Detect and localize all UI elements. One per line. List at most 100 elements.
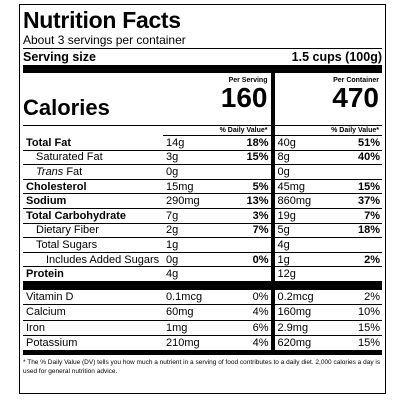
serving-size-label: Serving size [23, 50, 96, 64]
column-divider [270, 223, 275, 239]
nutrient-name: Includes Added Sugars [23, 253, 163, 268]
amount: 4g [166, 268, 179, 281]
nutrient-cell: 160mg 10% [274, 305, 382, 321]
daily-value: 18% [357, 224, 380, 237]
nutrient-name: Cholesterol [23, 180, 163, 195]
daily-value: 3% [252, 209, 269, 222]
dv-header: % Daily Value* [274, 125, 382, 136]
daily-value: 18% [246, 136, 269, 149]
nutrient-name-text: Protein [26, 268, 64, 281]
nutrient-name: Saturated Fat [23, 151, 163, 166]
servings: About 3 servings per container [23, 33, 382, 49]
column-divider [270, 194, 275, 209]
calories-column: Per Container 470 [275, 73, 383, 125]
nutrient-row: Vitamin D 0.1mcg 0% 0.2mcg 2% [23, 289, 382, 306]
daily-value: 0% [252, 253, 269, 266]
amount: 620mg [277, 336, 312, 349]
column-divider [270, 305, 275, 321]
daily-value: 15% [357, 180, 380, 193]
amount: 290mg [166, 195, 200, 208]
nutrient-name: Dietary Fiber [23, 224, 163, 239]
nutrient-row: Cholesterol 15mg 5% 45mg 15% [23, 179, 382, 195]
amount: 60mg [166, 306, 194, 319]
nutrient-cell: 4g [274, 238, 382, 253]
nutrient-row: Protein 4g 12g [23, 267, 382, 282]
amount: 12g [277, 268, 296, 281]
serving-size-value: 1.5 cups (100g) [291, 50, 382, 64]
amount: 2g [166, 224, 179, 237]
nutrient-cell: 0.2mcg 2% [274, 290, 382, 306]
daily-value: 0% [252, 291, 269, 304]
nutrient-row: Total Carbohydrate 7g 3% 19g 7% [23, 208, 382, 224]
nutrient-name: Calcium [23, 305, 163, 321]
nutrient-name: Sodium [23, 194, 163, 209]
nutrient-row: Sodium 290mg 13% 860mg 37% [23, 194, 382, 209]
footnote: * The % Daily Value (DV) tells you how m… [23, 359, 381, 376]
nutrient-cell: 1mg 6% [163, 321, 271, 336]
amount: 0g [166, 253, 179, 266]
nutrient-row: Potassium 210mg 4% 620mg 15% [23, 335, 382, 352]
nutrient-row: Dietary Fiber 2g 7% 5g 18% [23, 223, 382, 239]
nutrient-row: Total Sugars 1g 4g [23, 238, 382, 253]
dv-header: % Daily Value* [163, 125, 271, 136]
nutrient-name: Vitamin D [23, 290, 163, 306]
amount: 14g [166, 136, 185, 149]
column-divider [270, 150, 275, 166]
nutrient-name: Total Carbohydrate [23, 209, 163, 224]
calories-label: Calories [23, 95, 110, 120]
nutrient-cell: 0g [163, 165, 271, 180]
calories-column: Per Serving 160 [163, 73, 271, 125]
calories-value: 160 [220, 82, 268, 113]
nutrient-cell: 12g [274, 267, 382, 282]
column-divider [270, 179, 275, 195]
nutrient-cell: 14g 18% [163, 136, 271, 151]
nutrient-name-text: Calcium [26, 306, 66, 319]
daily-value: 6% [252, 321, 269, 334]
nutrient-cell: 2.9mg 15% [274, 321, 382, 336]
column-divider [270, 267, 275, 282]
amount: 210mg [166, 336, 200, 349]
amount: 19g [277, 209, 296, 222]
amount: 3g [166, 151, 179, 164]
column-heading: Per Serving [228, 77, 268, 84]
daily-value: 13% [246, 195, 269, 208]
nutrient-cell: 8g 40% [274, 151, 382, 166]
amount: 160mg [277, 306, 312, 319]
nutrition-label: Nutrition Facts About 3 servings per con… [19, 4, 386, 394]
nutrient-name-text: Iron [26, 321, 45, 334]
amount: 15mg [166, 180, 194, 193]
nutrient-row: Trans Fat 0g 0g [23, 165, 382, 180]
nutrient-row: Saturated Fat 3g 15% 8g 40% [23, 150, 382, 166]
nutrient-name-text: Vitamin D [26, 291, 74, 304]
calories-value: 470 [332, 82, 379, 113]
nutrient-name-text: Total Carbohydrate [26, 209, 127, 222]
nutrient-name-text: Sodium [26, 195, 67, 208]
vitamins: Vitamin D 0.1mcg 0% 0.2mcg 2% Calcium 60mg 4% 16… [23, 289, 382, 352]
column-divider [270, 238, 275, 253]
nutrient-cell: 19g 7% [274, 209, 382, 224]
nutrient-name: Trans Fat [23, 165, 163, 180]
nutrient-cell: 290mg 13% [163, 194, 271, 209]
nutrient-name: Protein [23, 267, 163, 282]
thick-rule [23, 65, 382, 73]
amount: 0.1mcg [166, 291, 203, 304]
nutrient-cell: 15mg 5% [163, 180, 271, 195]
column-divider [270, 165, 275, 180]
column-divider [270, 136, 275, 151]
nutrient-cell: 5g 18% [274, 224, 382, 239]
column-heading: Per Container [333, 77, 379, 84]
daily-value: 2% [364, 291, 380, 304]
nutrient-name: Potassium [23, 336, 163, 352]
nutrient-cell: 620mg 15% [274, 336, 382, 352]
amount: 0.2mcg [277, 291, 314, 304]
daily-value: 40% [357, 151, 380, 164]
amount: 40g [277, 136, 296, 149]
amount: 4g [277, 238, 290, 251]
daily-value: 5% [252, 180, 269, 193]
spacer [23, 125, 163, 136]
nutrient-name-text: Cholesterol [26, 180, 87, 193]
column-divider [270, 252, 275, 268]
column-divider [270, 289, 275, 306]
thick-rule [23, 281, 382, 290]
nutrient-cell: 0.1mcg 0% [163, 290, 271, 306]
